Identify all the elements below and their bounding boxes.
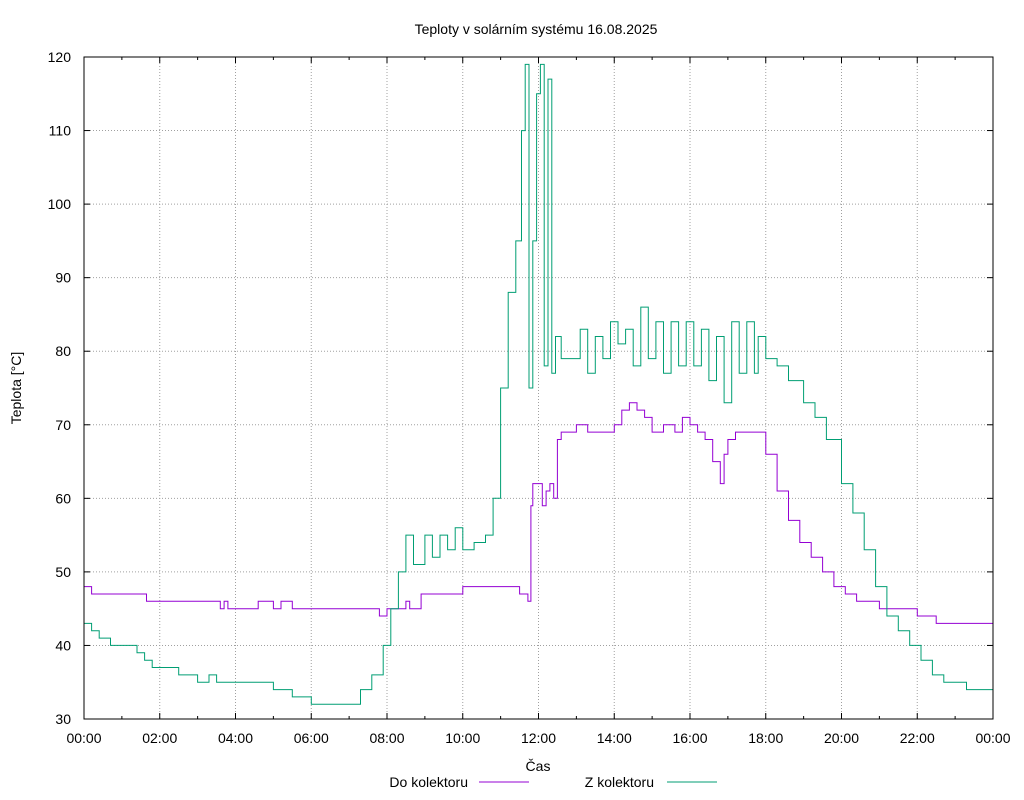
- y-tick-label: 80: [55, 343, 71, 359]
- y-tick-label: 90: [55, 270, 71, 286]
- y-axis-label: Teplota [°C]: [8, 352, 24, 425]
- x-tick-label: 04:00: [218, 730, 253, 746]
- x-tick-label: 00:00: [975, 730, 1010, 746]
- x-tick-label: 00:00: [66, 730, 101, 746]
- x-tick-label: 06:00: [294, 730, 329, 746]
- chart-title: Teploty v solárním systému 16.08.2025: [415, 21, 658, 37]
- y-tick-label: 50: [55, 564, 71, 580]
- x-tick-label: 10:00: [445, 730, 480, 746]
- y-tick-label: 70: [55, 417, 71, 433]
- grid: [84, 57, 993, 719]
- x-tick-label: 16:00: [672, 730, 707, 746]
- series-layer: [84, 63, 993, 705]
- y-tick-label: 100: [48, 196, 72, 212]
- series-line-z-kolektoru: [84, 63, 993, 705]
- x-tick-label: 14:00: [597, 730, 632, 746]
- x-tick-label: 02:00: [142, 730, 177, 746]
- x-tick-label: 18:00: [748, 730, 783, 746]
- y-tick-labels: 30 40 50 60 70 80 90 100 110 120: [48, 49, 72, 727]
- legend-label-do-kolektoru: Do kolektoru: [389, 774, 468, 790]
- x-tick-label: 12:00: [521, 730, 556, 746]
- series-line-do-kolektoru: [84, 402, 993, 624]
- x-tick-label: 08:00: [369, 730, 404, 746]
- y-tick-label: 40: [55, 637, 71, 653]
- x-tick-label: 20:00: [824, 730, 859, 746]
- legend-label-z-kolektoru: Z kolektoru: [585, 774, 654, 790]
- y-tick-label: 60: [55, 490, 71, 506]
- x-tick-label: 22:00: [900, 730, 935, 746]
- y-tick-label: 110: [49, 123, 72, 139]
- ticks: [83, 56, 994, 720]
- x-axis-label: Čas: [526, 758, 551, 774]
- y-tick-label: 30: [55, 711, 71, 727]
- legend: Do kolektoru Z kolektoru: [389, 774, 717, 790]
- y-tick-label: 120: [48, 49, 72, 65]
- x-tick-labels: 00:00 02:00 04:00 06:00 08:00 10:00 12:00 14:00…: [66, 730, 1010, 746]
